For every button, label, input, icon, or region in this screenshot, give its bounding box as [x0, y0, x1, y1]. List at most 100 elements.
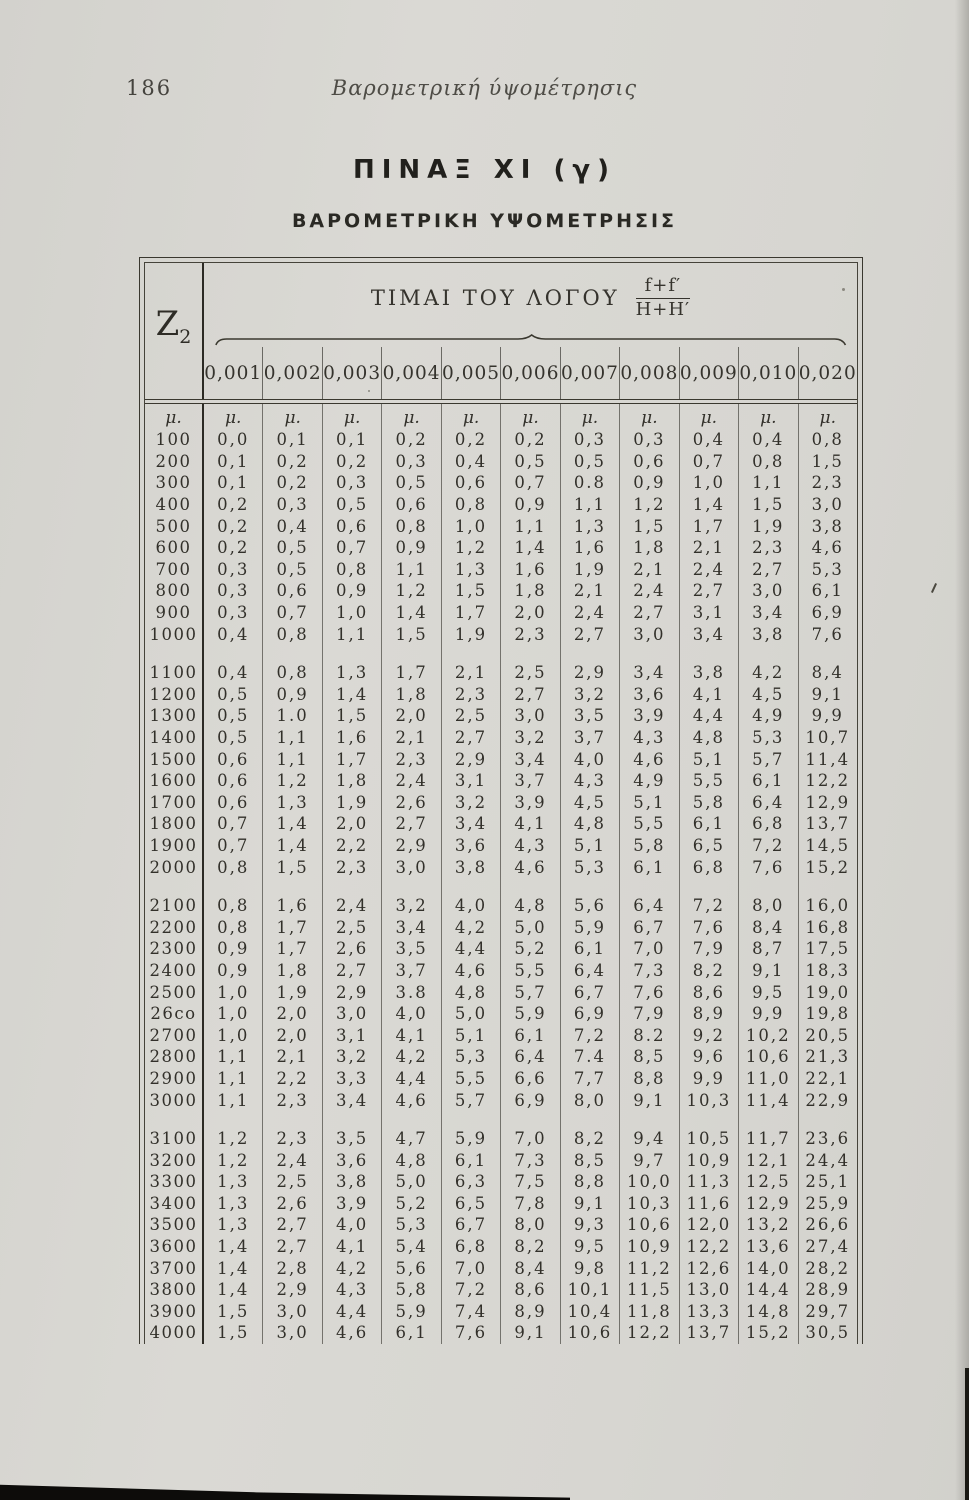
table-cell: 7,6	[738, 856, 797, 878]
table-cell: 1,0	[217, 1025, 250, 1045]
gap-cell	[440, 1110, 500, 1128]
table-cell: 0,5	[217, 728, 250, 748]
table-cell: 1,7	[262, 916, 321, 939]
table-cell: 12,5	[738, 1171, 797, 1193]
table-cell: 12,2	[797, 769, 857, 792]
table-cell: 5,6	[559, 894, 619, 917]
table-cell: 3,4	[500, 748, 559, 770]
table-cell: 3,0	[381, 856, 440, 878]
table-cell: 1,4	[217, 1258, 250, 1278]
table-cell: 4,6	[619, 748, 678, 770]
table-cell: 6,8	[738, 813, 797, 835]
table-cell: 9,5	[738, 981, 797, 1003]
table-cell: 2,5	[440, 705, 500, 727]
table-cell: 25,1	[797, 1171, 857, 1193]
table-cell: 3,8	[321, 1171, 381, 1193]
table-cell: 9,1	[797, 683, 857, 706]
table-cell: 0,8	[217, 917, 250, 937]
table-row: 400 0,2 0,3 0,5 0,6 0,8 0,9 1,1 1,2 1,4 1,5 3,0	[145, 493, 857, 516]
table-cell: 5,1	[440, 1024, 500, 1047]
table-cell: 8,8	[619, 1067, 678, 1090]
table-row: 26co 1,0 2,0 3,0 4,0 5,0 5,9 6,9 7,9 8,9 9,9 19,8	[145, 1002, 857, 1025]
gap-cell	[440, 644, 500, 662]
table-cell: 7,2	[678, 894, 738, 917]
table-cell: 1,0	[217, 982, 250, 1002]
table-cell: 4,1	[500, 813, 559, 835]
table-cell: 0,3	[217, 581, 250, 601]
table-cell: 0,4	[217, 624, 250, 644]
table-cell: 10,6	[738, 1046, 797, 1068]
table-cell: 7.4	[559, 1046, 619, 1068]
table-cell: 2,8	[262, 1257, 321, 1279]
table-cell: 2,3	[262, 1127, 321, 1150]
table-cell: 1,1	[217, 1047, 250, 1067]
table-cell: 5,9	[381, 1300, 440, 1323]
table-cell: 3,2	[440, 791, 500, 814]
table-cell: 0,2	[262, 450, 321, 473]
table-cell: 2,0	[381, 705, 440, 727]
table-cell: 6,1	[738, 769, 797, 792]
table-cell: 24,4	[797, 1149, 857, 1171]
gap-cell	[500, 1110, 559, 1128]
table-cell: 3,4	[678, 623, 738, 645]
z-value-cell: 2700	[145, 1024, 204, 1047]
table-cell: 0,5	[500, 450, 559, 473]
table-cell: 1,5	[217, 1323, 250, 1343]
table-cell: 0,1	[262, 429, 321, 451]
table-cell: 0,4	[738, 429, 797, 451]
table-row: 3200 1,2 2,4 3,6 4,8 6,1 7,3 8,5 9,7 10,9 12,1 24,4	[145, 1149, 857, 1171]
table-cell: 5,3	[559, 856, 619, 878]
table-cell: 9,2	[678, 1024, 738, 1047]
table-row: 3000 1,1 2,3 3,4 4,6 5,7 6,9 8,0 9,1 10,3 11,4 22,9	[145, 1089, 857, 1111]
table-cell: 2,7	[619, 601, 678, 624]
table-cell: 3,2	[321, 1046, 381, 1068]
table-cell: 10,9	[678, 1149, 738, 1171]
table-cell: 3,4	[619, 661, 678, 684]
table-row: 2700 1,0 2,0 3,1 4,1 5,1 6,1 7,2 8.2 9,2 10,2 20,5	[145, 1024, 857, 1047]
table-cell: 5,9	[440, 1127, 500, 1150]
table-cell: 0,6	[619, 450, 678, 473]
table-cell: 6,1	[797, 580, 857, 602]
table-cell: 0,7	[262, 601, 321, 624]
table-row: 3500 1,3 2,7 4,0 5,3 6,7 8,0 9,3 10,6 12,0 13,2 26,…	[145, 1214, 857, 1236]
gap-cell	[797, 877, 857, 895]
table-cell: 12,1	[738, 1149, 797, 1171]
table-cell: 6,1	[500, 1024, 559, 1047]
z-value-cell: 1600	[145, 769, 204, 792]
table-cell: 0,8	[797, 429, 857, 451]
gap-cell	[262, 644, 321, 662]
table-cell: 23,6	[797, 1127, 857, 1150]
table-cell: 6,1	[559, 938, 619, 960]
table-cell: 14,8	[738, 1300, 797, 1323]
table-cell: 9,3	[559, 1214, 619, 1236]
table-cell: 8,5	[619, 1046, 678, 1068]
gap-cell	[738, 644, 797, 662]
table-cell: 21,3	[797, 1046, 857, 1068]
table-cell: 4,2	[440, 916, 500, 939]
table-cell: 2,1	[440, 661, 500, 684]
table-cell: 9,4	[619, 1127, 678, 1150]
unit-cell: μ.	[440, 404, 500, 429]
gap-cell	[262, 877, 321, 895]
z-value-cell: 3800	[145, 1278, 204, 1301]
table-cell: 26,6	[797, 1214, 857, 1236]
table-cell: 0,5	[217, 706, 250, 726]
table-cell: 2,3	[500, 623, 559, 645]
table-cell: 11,8	[619, 1300, 678, 1323]
table-cell: 1,2	[262, 769, 321, 792]
table-cell: 4,0	[381, 1002, 440, 1025]
table-cell: 16,8	[797, 916, 857, 939]
table-cell: 0,9	[381, 536, 440, 559]
table-cell: 6,7	[619, 916, 678, 939]
table-cell: 8,4	[738, 916, 797, 939]
table-cell: 5,3	[797, 558, 857, 581]
table-cell: 4,6	[500, 856, 559, 878]
table-cell: 10,4	[559, 1300, 619, 1323]
table-cell: 3,4	[381, 916, 440, 939]
z-value-cell: 26co	[145, 1002, 204, 1025]
table-row: 2900 1,1 2,2 3,3 4,4 5,5 6,6 7,7 8,8 9,9 11,0 22,1	[145, 1067, 857, 1090]
z-value-cell: 1900	[145, 834, 204, 857]
table-cell: 0,4	[217, 663, 250, 683]
unit-cell: μ.	[145, 404, 204, 429]
gap-cell	[321, 644, 381, 662]
